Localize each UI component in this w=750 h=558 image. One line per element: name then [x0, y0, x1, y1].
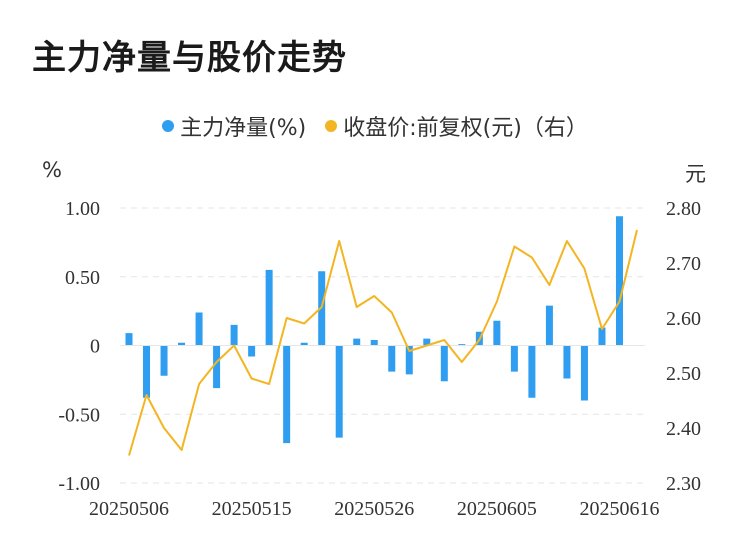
x-tick-label: 20250526: [334, 498, 414, 520]
bar: [160, 345, 168, 376]
bar: [353, 338, 361, 346]
bar: [493, 320, 501, 346]
bar: [563, 345, 571, 379]
right-tick-label: 2.50: [666, 363, 701, 385]
left-tick-label: 0: [90, 336, 100, 358]
left-tick-label: -1.00: [58, 473, 100, 495]
right-tick-label: 2.40: [666, 418, 701, 440]
x-tick-label: 20250605: [457, 498, 537, 520]
bar: [370, 340, 378, 346]
legend-dot-net-volume: [162, 120, 175, 132]
x-tick-label: 20250616: [579, 498, 659, 520]
legend-label-net-volume: 主力净量(%): [180, 116, 307, 141]
chart-title: 主力净量与股价走势: [32, 38, 347, 78]
bar: [423, 338, 431, 346]
bar: [248, 345, 256, 357]
right-axis-unit: 元: [685, 162, 706, 186]
bar: [510, 345, 518, 372]
right-tick-label: 2.60: [666, 308, 701, 330]
bar: [300, 342, 308, 346]
bar: [545, 305, 553, 346]
left-axis-unit: %: [42, 158, 62, 182]
bar: [615, 216, 623, 346]
left-tick-label: 1.00: [65, 198, 100, 220]
bar: [125, 333, 133, 346]
bar: [335, 345, 343, 438]
bar: [213, 345, 221, 389]
legend: 主力净量(%) 收盘价:前复权(元)（右）: [0, 110, 750, 142]
bar: [230, 324, 238, 346]
bar: [388, 345, 396, 372]
legend-dot-close-price: [325, 120, 338, 132]
x-tick-label: 20250515: [212, 498, 292, 520]
bar: [458, 344, 466, 346]
legend-item-net-volume[interactable]: 主力净量(%): [162, 110, 306, 142]
legend-label-close-price: 收盘价:前复权(元)（右）: [343, 116, 588, 141]
bar: [405, 345, 413, 375]
bar: [440, 345, 448, 382]
bar: [598, 327, 606, 346]
bar: [283, 345, 291, 444]
bar: [143, 345, 151, 398]
bar: [265, 269, 273, 346]
bar: [528, 345, 536, 398]
price-line: [128, 229, 638, 456]
right-tick-label: 2.70: [666, 253, 701, 275]
left-tick-label: -0.50: [58, 404, 100, 426]
bar: [178, 342, 186, 346]
right-tick-label: 2.80: [666, 198, 701, 220]
bar: [195, 312, 203, 346]
x-tick-label: 20250506: [89, 498, 169, 520]
left-tick-label: 0.50: [65, 267, 100, 289]
legend-item-close-price[interactable]: 收盘价:前复权(元)（右）: [325, 110, 588, 142]
bar: [580, 345, 588, 401]
right-tick-label: 2.30: [666, 473, 701, 495]
